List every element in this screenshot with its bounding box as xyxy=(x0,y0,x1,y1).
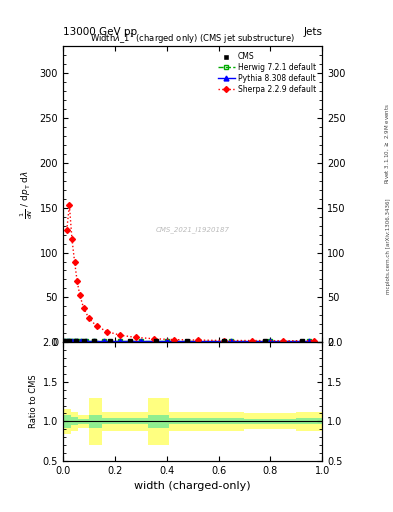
Y-axis label: $\frac{1}{\mathrm{d}N}$ / $\mathrm{d}p_\mathrm{T}$ $\mathrm{d}\lambda$: $\frac{1}{\mathrm{d}N}$ / $\mathrm{d}p_\… xyxy=(18,169,35,219)
Y-axis label: Ratio to CMS: Ratio to CMS xyxy=(29,375,39,429)
Text: 13000 GeV pp: 13000 GeV pp xyxy=(63,27,137,37)
Text: Rivet 3.1.10, $\geq$ 2.9M events: Rivet 3.1.10, $\geq$ 2.9M events xyxy=(384,103,391,184)
Text: CMS_2021_I1920187: CMS_2021_I1920187 xyxy=(156,226,230,233)
X-axis label: width (charged-only): width (charged-only) xyxy=(134,481,251,491)
Title: Width$\lambda\_1^1$ (charged only) (CMS jet substructure): Width$\lambda\_1^1$ (charged only) (CMS … xyxy=(90,32,295,46)
Legend: CMS, Herwig 7.2.1 default, Pythia 8.308 default, Sherpa 2.2.9 default: CMS, Herwig 7.2.1 default, Pythia 8.308 … xyxy=(216,50,318,96)
Text: Jets: Jets xyxy=(303,27,322,37)
Text: mcplots.cern.ch [arXiv:1306.3436]: mcplots.cern.ch [arXiv:1306.3436] xyxy=(386,198,391,293)
